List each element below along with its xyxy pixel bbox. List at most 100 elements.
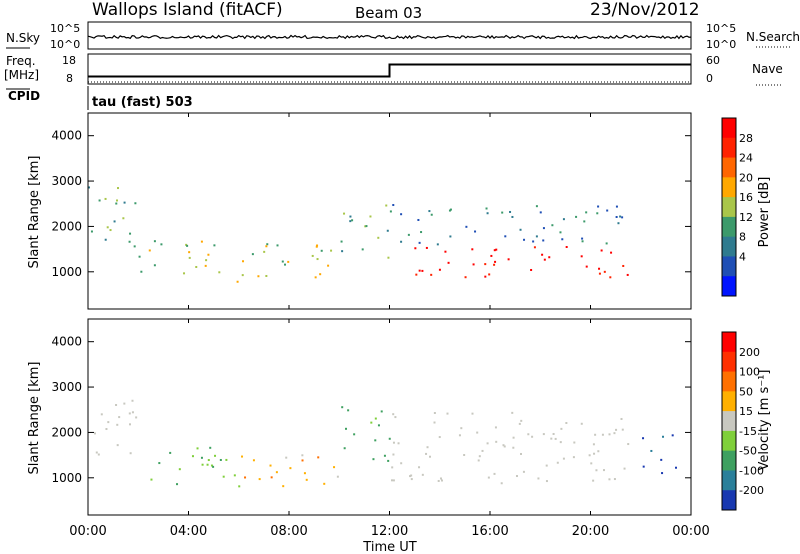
x-tick-label: 00:00 xyxy=(69,524,106,539)
power-cell xyxy=(585,211,588,214)
power-cell xyxy=(597,205,600,208)
cpid-text: tau (fast) 503 xyxy=(92,95,193,110)
power-colorbar: 28 24 20 16 12 8 4 xyxy=(721,117,753,297)
power-cell xyxy=(369,215,372,218)
colorbar-segment xyxy=(722,351,736,373)
power-cell xyxy=(519,228,522,231)
freq-label: Freq. xyxy=(6,54,36,68)
velocity-cell xyxy=(391,466,394,469)
power-cell xyxy=(495,248,498,251)
power-cell xyxy=(493,249,496,252)
colorbar-tick-label: 24 xyxy=(739,152,753,165)
velocity-cell xyxy=(559,441,562,444)
velocity-cell xyxy=(500,482,503,485)
power-cell xyxy=(400,240,403,243)
power-cell xyxy=(188,256,191,259)
velocity-cell xyxy=(244,476,247,479)
power-cell xyxy=(153,264,156,267)
velocity-cell xyxy=(158,462,161,465)
power-cell xyxy=(415,273,418,276)
velocity-cell xyxy=(503,445,506,448)
power-cell xyxy=(539,211,542,214)
velocity-cell xyxy=(116,444,119,447)
velocity-cell xyxy=(446,412,449,415)
velocity-cell xyxy=(123,402,126,405)
velocity-cell xyxy=(282,485,285,488)
velocity-yaxis: 4000 3000 2000 1000 xyxy=(51,335,691,485)
freq-unit-label: [MHz] xyxy=(4,68,39,82)
power-cell xyxy=(122,217,125,220)
velocity-cell xyxy=(522,470,525,473)
colorbar-tick-label: 16 xyxy=(739,191,753,204)
colorbar-segment xyxy=(722,450,736,471)
velocity-cell xyxy=(387,459,390,462)
date-label: 23/Nov/2012 xyxy=(590,0,700,20)
velocity-cell xyxy=(336,475,339,478)
velocity-cell xyxy=(241,455,244,458)
colorbar-tick-label: -100 xyxy=(739,464,764,477)
power-cell xyxy=(417,218,420,221)
velocity-cell xyxy=(129,452,132,455)
velocity-cell xyxy=(392,479,395,482)
power-cell xyxy=(257,275,260,278)
velocity-colorbar-label: Velocity [m s⁻¹] xyxy=(757,370,772,471)
velocity-cell xyxy=(433,421,436,424)
freq-trace xyxy=(88,63,691,78)
velocity-cell xyxy=(410,474,413,477)
power-cell xyxy=(265,274,268,277)
velocity-cell xyxy=(593,452,596,455)
power-cell xyxy=(351,219,354,222)
power-cell xyxy=(330,249,333,252)
colorbar-segment xyxy=(722,470,736,491)
velocity-cell xyxy=(573,441,576,444)
velocity-cell xyxy=(608,433,611,436)
power-cell xyxy=(241,274,244,277)
velocity-cell xyxy=(131,411,134,414)
velocity-cell xyxy=(613,478,616,481)
velocity-cell xyxy=(343,447,346,450)
power-cell xyxy=(364,225,367,228)
cpid-label: CPID xyxy=(8,89,40,103)
power-cell xyxy=(619,215,622,218)
power-cell xyxy=(316,258,319,261)
velocity-cell xyxy=(209,446,212,449)
velocity-scatter xyxy=(93,399,678,488)
velocity-cell xyxy=(97,453,100,456)
power-cell xyxy=(509,210,512,213)
power-scatter xyxy=(88,186,629,283)
power-cell xyxy=(327,264,330,267)
time-axis: 00:00 04:00 08:00 12:00 16:00 20:00 00:00 xyxy=(69,113,710,539)
power-cell xyxy=(615,215,618,218)
velocity-cell xyxy=(206,463,209,466)
velocity-cell xyxy=(531,435,534,438)
colorbar-segment xyxy=(722,490,736,511)
velocity-cell xyxy=(105,428,108,431)
power-cell xyxy=(315,245,318,248)
velocity-cell xyxy=(560,427,563,430)
velocity-cell xyxy=(374,417,377,420)
velocity-cell xyxy=(383,454,386,457)
nave-tick-bottom: 0 xyxy=(706,72,713,85)
power-cell xyxy=(386,229,389,232)
velocity-cell xyxy=(642,437,645,440)
velocity-cell xyxy=(494,426,497,429)
power-cell xyxy=(104,197,107,200)
velocity-cell xyxy=(477,459,480,462)
power-cell xyxy=(213,244,216,247)
velocity-cell xyxy=(487,476,490,479)
x-axis-label: Time UT xyxy=(362,540,416,554)
velocity-cell xyxy=(512,436,515,439)
power-cell xyxy=(400,213,403,216)
velocity-ylabel: Slant Range [km] xyxy=(27,362,42,475)
velocity-cell xyxy=(421,473,424,476)
power-cell xyxy=(605,242,608,245)
power-cell xyxy=(340,240,343,243)
power-cell xyxy=(542,227,545,230)
velocity-cell xyxy=(425,452,428,455)
velocity-cell xyxy=(233,474,236,477)
velocity-cell xyxy=(100,413,103,416)
velocity-panel-frame xyxy=(87,318,692,516)
power-cell xyxy=(392,204,395,207)
power-cell xyxy=(129,232,132,235)
colorbar-tick-label: 8 xyxy=(739,231,746,244)
